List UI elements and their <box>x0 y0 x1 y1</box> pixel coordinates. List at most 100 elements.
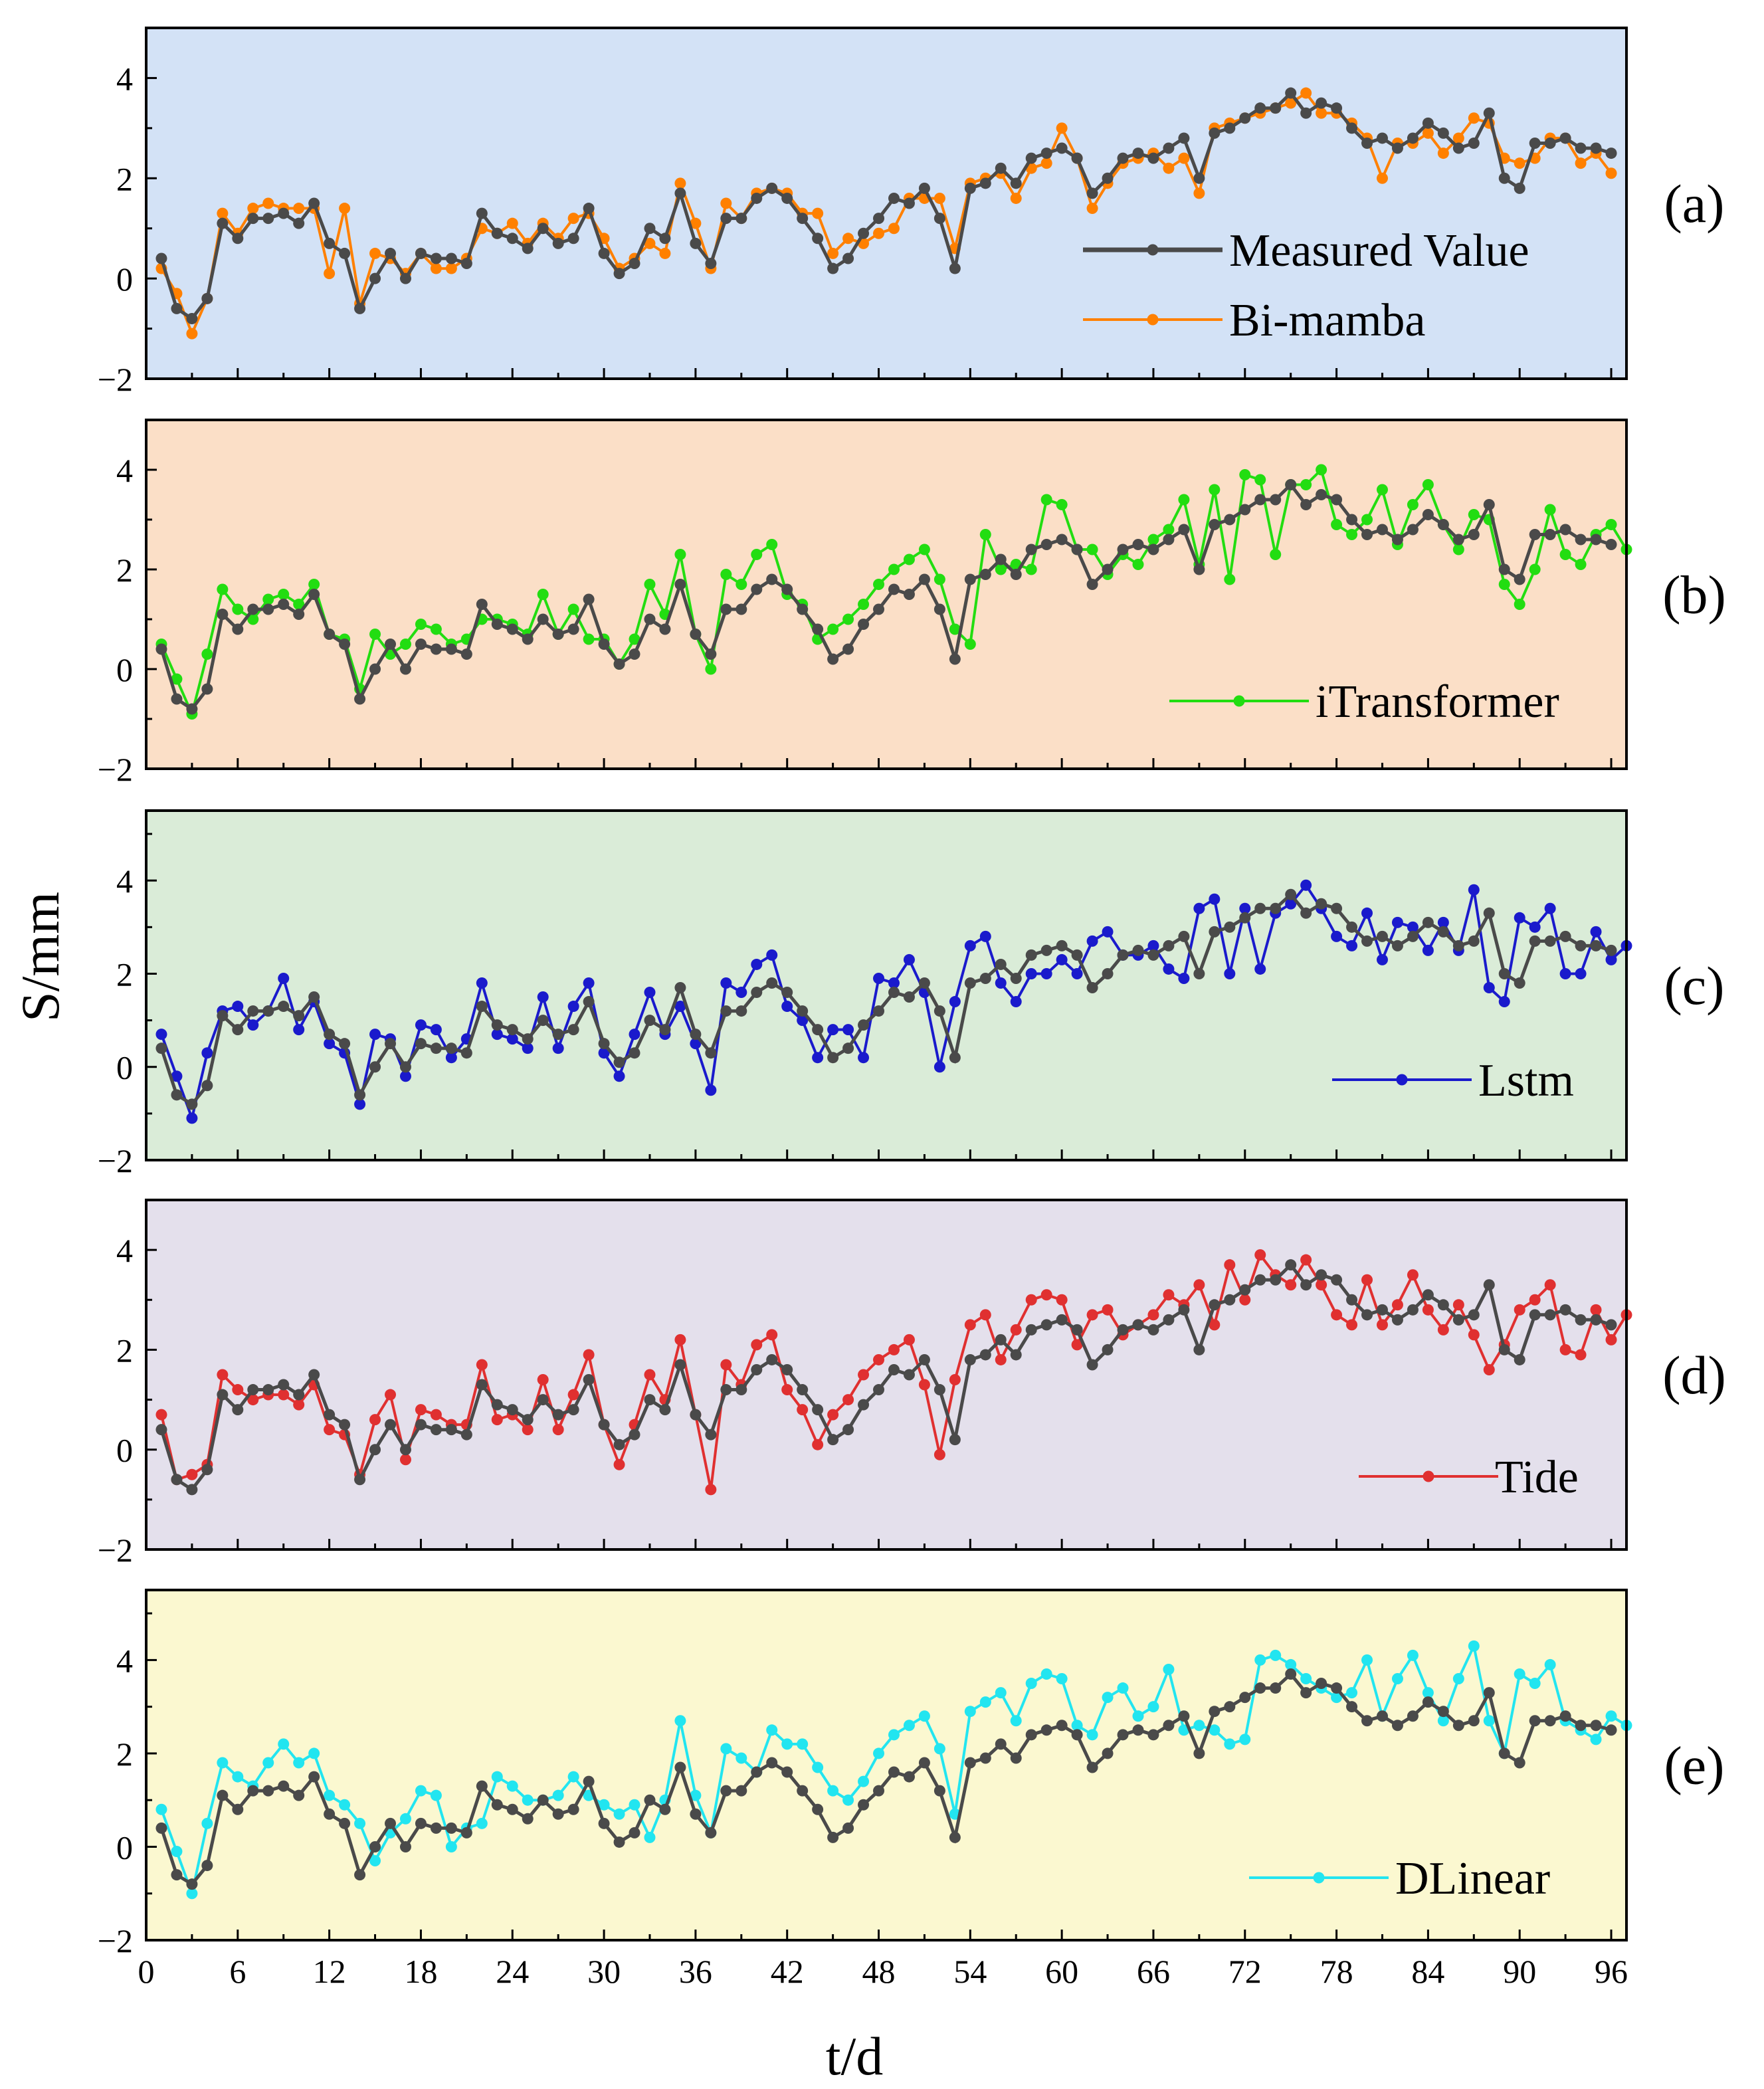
data-point <box>1010 192 1022 204</box>
data-point <box>1071 544 1083 555</box>
data-point <box>629 1047 640 1059</box>
data-point <box>720 977 732 989</box>
data-point <box>430 1822 442 1834</box>
data-point <box>720 1005 732 1017</box>
data-point <box>1544 1715 1556 1727</box>
data-point <box>217 583 229 595</box>
data-point <box>933 1005 945 1017</box>
data-point <box>155 252 167 264</box>
data-point <box>827 1409 839 1421</box>
x-tick-label: 84 <box>1411 1953 1444 1990</box>
data-point <box>903 1369 915 1381</box>
data-point <box>385 1817 397 1829</box>
data-point <box>155 1043 167 1054</box>
data-point <box>324 1789 336 1801</box>
data-point <box>1575 1314 1587 1326</box>
data-point <box>690 629 702 640</box>
data-point <box>155 643 167 655</box>
data-point <box>1056 142 1068 154</box>
data-point <box>812 1803 824 1815</box>
data-point <box>629 1429 640 1441</box>
panel-label: (b) <box>1662 565 1726 625</box>
data-point <box>1452 534 1464 546</box>
data-point <box>1270 1649 1282 1661</box>
data-point <box>232 1001 244 1013</box>
data-point <box>1498 1343 1510 1355</box>
data-point <box>1102 926 1114 938</box>
data-point <box>1102 1343 1114 1355</box>
data-point <box>629 1029 640 1041</box>
x-tick-label: 18 <box>404 1953 437 1990</box>
data-point <box>827 1024 839 1036</box>
data-point <box>476 1817 488 1829</box>
data-point <box>1605 1334 1617 1345</box>
data-point <box>1270 549 1282 560</box>
data-point <box>491 1799 503 1811</box>
data-point <box>1361 137 1373 149</box>
data-point <box>1147 152 1159 164</box>
x-tick-label: 48 <box>862 1953 896 1990</box>
data-point <box>1117 152 1129 164</box>
data-point <box>567 1389 579 1401</box>
data-point <box>751 987 763 999</box>
data-point <box>1376 172 1388 184</box>
data-point <box>629 633 640 645</box>
data-point <box>705 1484 717 1496</box>
panel-frame <box>145 1589 1628 1941</box>
data-point <box>1483 1363 1495 1375</box>
data-point <box>1178 494 1190 506</box>
data-point <box>979 177 991 189</box>
data-point <box>537 223 549 235</box>
data-point <box>613 1070 625 1082</box>
data-point <box>995 1334 1007 1345</box>
y-tick-label: 0 <box>116 260 133 298</box>
data-point <box>644 1831 656 1843</box>
data-point <box>1239 112 1251 124</box>
data-point <box>324 1029 336 1041</box>
data-point <box>1224 573 1236 585</box>
data-point <box>705 663 717 675</box>
data-point <box>1316 1279 1327 1291</box>
data-point <box>1605 539 1617 550</box>
data-point <box>1498 172 1510 184</box>
data-point <box>1147 949 1159 961</box>
data-point <box>797 1404 809 1416</box>
x-tick-label: 78 <box>1320 1953 1353 1990</box>
data-point <box>1514 182 1525 194</box>
data-point <box>399 1444 411 1456</box>
data-point <box>430 1789 442 1801</box>
data-point <box>1117 1729 1129 1741</box>
data-point <box>705 648 717 660</box>
data-point <box>766 573 778 585</box>
data-point <box>1086 544 1098 555</box>
data-point <box>1544 504 1556 516</box>
data-point <box>995 977 1007 989</box>
data-point <box>1040 539 1052 550</box>
data-point <box>567 1803 579 1815</box>
data-point <box>1529 1678 1541 1690</box>
data-point <box>339 247 351 259</box>
data-point <box>933 1448 945 1460</box>
data-point <box>766 1757 778 1769</box>
data-point <box>1086 579 1098 590</box>
data-point <box>1163 534 1175 546</box>
data-point <box>1544 935 1556 947</box>
data-point <box>995 1738 1007 1750</box>
data-point <box>1498 579 1510 590</box>
data-point <box>1025 544 1037 555</box>
data-point <box>1361 1715 1373 1727</box>
data-point <box>1193 187 1205 199</box>
x-axis-label: t/d <box>826 2026 884 2086</box>
data-point <box>1391 940 1403 951</box>
data-point <box>1361 907 1373 919</box>
x-tick-label: 72 <box>1228 1953 1262 1990</box>
data-point <box>1605 1710 1617 1722</box>
data-point <box>1300 1254 1312 1266</box>
data-point <box>552 1409 564 1421</box>
data-point <box>399 639 411 650</box>
data-point <box>354 1089 366 1101</box>
data-point <box>1086 187 1098 199</box>
data-point <box>1391 534 1403 546</box>
data-point <box>1468 1309 1480 1321</box>
